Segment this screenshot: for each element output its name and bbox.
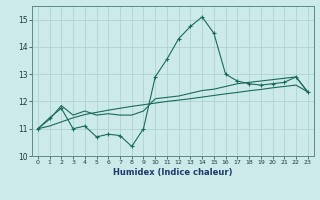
X-axis label: Humidex (Indice chaleur): Humidex (Indice chaleur): [113, 168, 233, 177]
